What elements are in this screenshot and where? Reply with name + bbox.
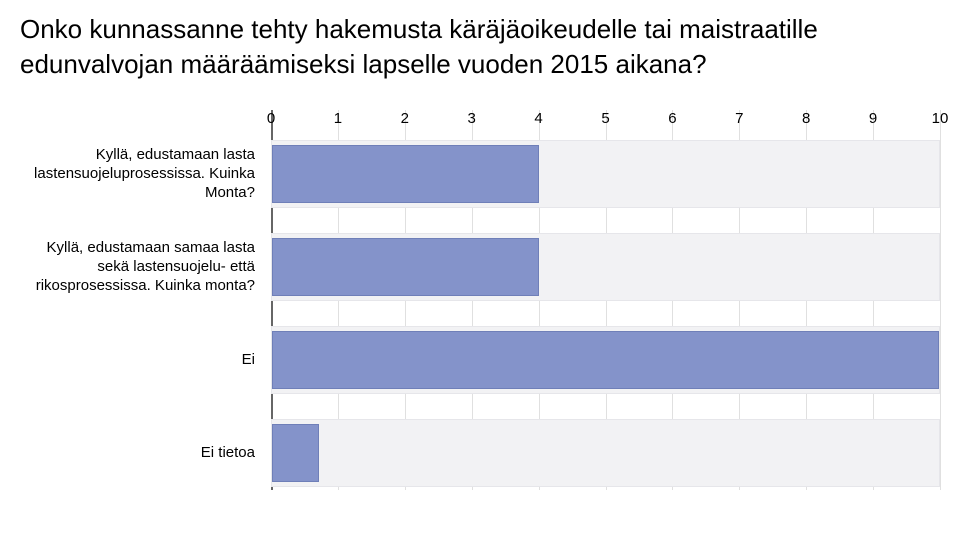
x-tick: 3 bbox=[468, 110, 476, 127]
bar-fill bbox=[272, 424, 319, 482]
x-tick: 5 bbox=[601, 110, 609, 127]
bar-label: Ei tietoa bbox=[20, 415, 263, 491]
bar-fill bbox=[272, 238, 539, 296]
gridline bbox=[940, 110, 941, 490]
bar-row: Ei bbox=[20, 322, 940, 398]
x-tick: 2 bbox=[401, 110, 409, 127]
bar-label: Kyllä, edustamaan samaa lasta sekä laste… bbox=[20, 229, 263, 305]
bar-track bbox=[271, 140, 940, 208]
x-tick: 8 bbox=[802, 110, 810, 127]
bars-container: Kyllä, edustamaan lasta lastensuojelupro… bbox=[20, 136, 940, 490]
bar-row: Ei tietoa bbox=[20, 415, 940, 491]
x-tick: 0 bbox=[267, 110, 275, 127]
x-tick: 9 bbox=[869, 110, 877, 127]
x-tick: 10 bbox=[932, 110, 949, 127]
chart-title: Onko kunnassanne tehty hakemusta käräjäo… bbox=[20, 12, 940, 82]
title-line-2: edunvalvojan määräämiseksi lapselle vuod… bbox=[20, 47, 940, 82]
bar-track bbox=[271, 233, 940, 301]
bar-label: Ei bbox=[20, 322, 263, 398]
title-line-1: Onko kunnassanne tehty hakemusta käräjäo… bbox=[20, 12, 940, 47]
bar-fill bbox=[272, 331, 939, 389]
x-tick: 4 bbox=[534, 110, 542, 127]
page-root: Onko kunnassanne tehty hakemusta käräjäo… bbox=[0, 0, 960, 538]
bar-row: Kyllä, edustamaan lasta lastensuojelupro… bbox=[20, 136, 940, 212]
bar-row: Kyllä, edustamaan samaa lasta sekä laste… bbox=[20, 229, 940, 305]
x-tick: 6 bbox=[668, 110, 676, 127]
x-tick: 1 bbox=[334, 110, 342, 127]
bar-track bbox=[271, 419, 940, 487]
bar-fill bbox=[272, 145, 539, 203]
x-axis: 012345678910 bbox=[271, 110, 940, 136]
bar-track bbox=[271, 326, 940, 394]
x-tick: 7 bbox=[735, 110, 743, 127]
bar-label: Kyllä, edustamaan lasta lastensuojelupro… bbox=[20, 136, 263, 212]
chart-area: 012345678910 Kyllä, edustamaan lasta las… bbox=[20, 110, 940, 490]
